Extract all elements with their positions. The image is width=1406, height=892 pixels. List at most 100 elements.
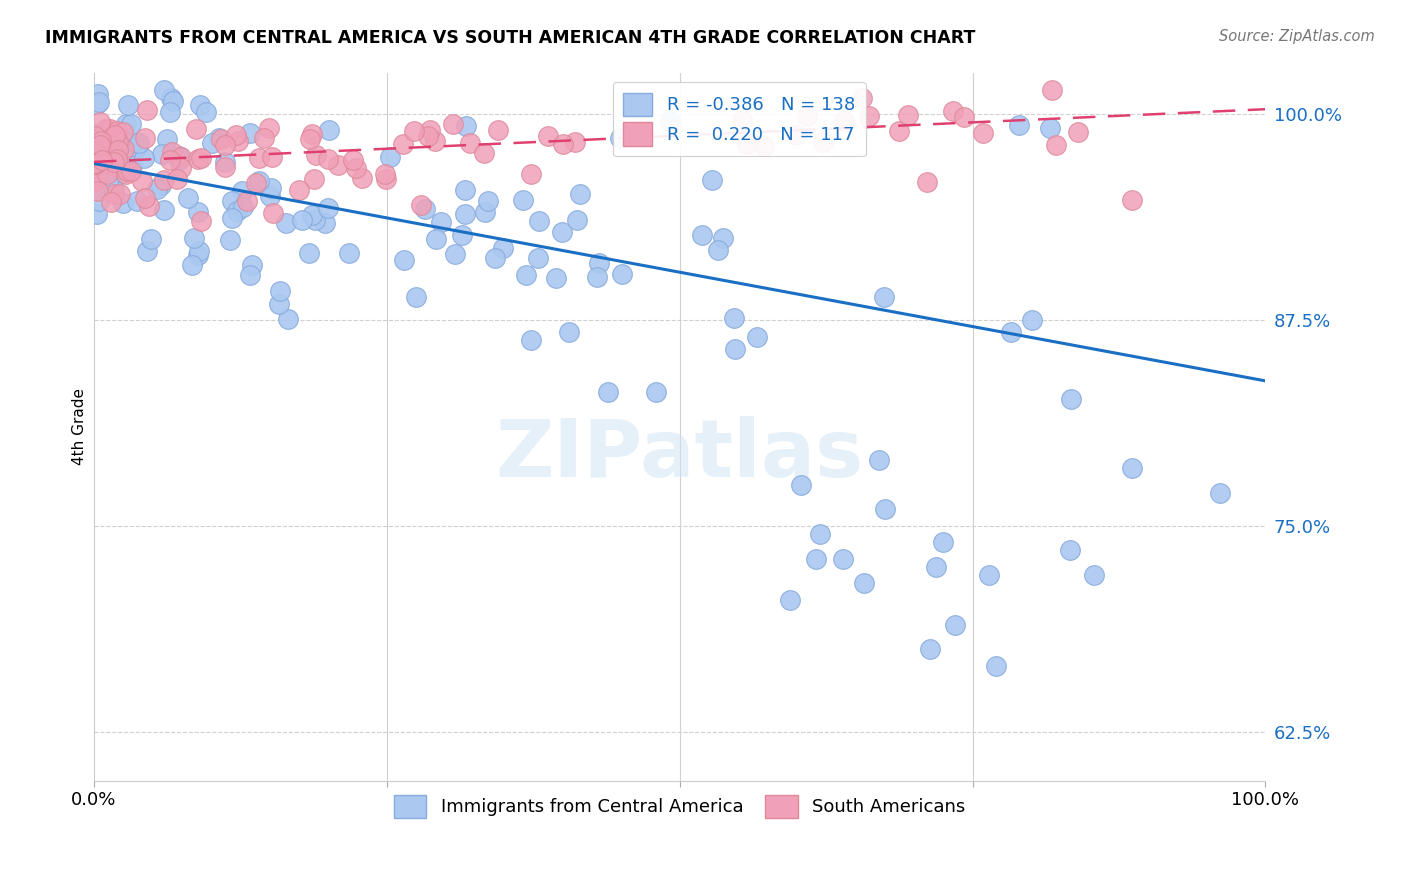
Point	[134, 191, 156, 205]
Point	[301, 208, 323, 222]
Point	[100, 146, 122, 161]
Point	[1039, 120, 1062, 135]
Point	[344, 161, 367, 175]
Point	[474, 146, 496, 161]
Point	[262, 206, 284, 220]
Point	[98, 121, 121, 136]
Point	[150, 146, 173, 161]
Point	[111, 125, 134, 139]
Point	[851, 90, 873, 104]
Point	[425, 232, 447, 246]
Point	[337, 245, 360, 260]
Point	[735, 136, 758, 151]
Point	[713, 231, 735, 245]
Y-axis label: 4th Grade: 4th Grade	[72, 389, 87, 466]
Point	[350, 170, 373, 185]
Point	[314, 216, 336, 230]
Point	[103, 155, 125, 169]
Point	[527, 214, 550, 228]
Point	[419, 123, 441, 137]
Point	[1045, 138, 1067, 153]
Point	[551, 136, 574, 151]
Point	[108, 187, 131, 202]
Point	[945, 617, 967, 632]
Point	[304, 212, 326, 227]
Point	[104, 128, 127, 142]
Point	[779, 593, 801, 607]
Point	[90, 134, 112, 148]
Point	[1121, 193, 1143, 207]
Point	[86, 207, 108, 221]
Point	[127, 140, 149, 154]
Point	[1021, 313, 1043, 327]
Point	[288, 183, 311, 197]
Point	[269, 284, 291, 298]
Point	[239, 268, 262, 282]
Point	[96, 121, 118, 136]
Point	[724, 343, 747, 357]
Point	[107, 143, 129, 157]
Point	[225, 203, 247, 218]
Point	[103, 186, 125, 201]
Point	[84, 129, 107, 144]
Point	[84, 156, 107, 170]
Point	[103, 182, 125, 196]
Point	[245, 176, 267, 190]
Point	[612, 267, 634, 281]
Point	[184, 121, 207, 136]
Point	[187, 244, 209, 258]
Point	[115, 118, 138, 132]
Point	[277, 311, 299, 326]
Point	[166, 171, 188, 186]
Point	[93, 160, 115, 174]
Point	[103, 149, 125, 163]
Point	[134, 151, 156, 165]
Point	[114, 167, 136, 181]
Point	[832, 551, 855, 566]
Point	[918, 642, 941, 657]
Text: Source: ZipAtlas.com: Source: ZipAtlas.com	[1219, 29, 1375, 44]
Point	[120, 164, 142, 178]
Point	[731, 112, 754, 127]
Point	[644, 385, 666, 400]
Point	[187, 248, 209, 262]
Point	[96, 142, 118, 156]
Point	[228, 134, 250, 148]
Point	[291, 213, 314, 227]
Point	[87, 87, 110, 102]
Point	[190, 214, 212, 228]
Point	[120, 117, 142, 131]
Point	[374, 167, 396, 181]
Point	[423, 134, 446, 148]
Point	[160, 145, 183, 159]
Text: IMMIGRANTS FROM CENTRAL AMERICA VS SOUTH AMERICAN 4TH GRADE CORRELATION CHART: IMMIGRANTS FROM CENTRAL AMERICA VS SOUTH…	[45, 29, 976, 46]
Point	[808, 527, 831, 541]
Point	[259, 189, 281, 203]
Point	[458, 136, 481, 151]
Point	[392, 252, 415, 267]
Point	[567, 213, 589, 227]
Point	[260, 151, 283, 165]
Point	[1000, 325, 1022, 339]
Point	[236, 194, 259, 209]
Point	[214, 137, 236, 152]
Point	[1067, 125, 1090, 139]
Point	[115, 164, 138, 178]
Point	[94, 153, 117, 168]
Point	[474, 205, 496, 219]
Point	[832, 114, 855, 128]
Point	[84, 174, 107, 188]
Point	[153, 83, 176, 97]
Point	[176, 191, 198, 205]
Point	[456, 119, 478, 133]
Point	[112, 166, 135, 180]
Point	[125, 194, 148, 208]
Point	[146, 182, 169, 196]
Point	[806, 551, 828, 566]
Point	[221, 211, 243, 226]
Point	[138, 199, 160, 213]
Point	[190, 151, 212, 165]
Point	[214, 154, 236, 169]
Point	[115, 161, 138, 176]
Point	[247, 174, 270, 188]
